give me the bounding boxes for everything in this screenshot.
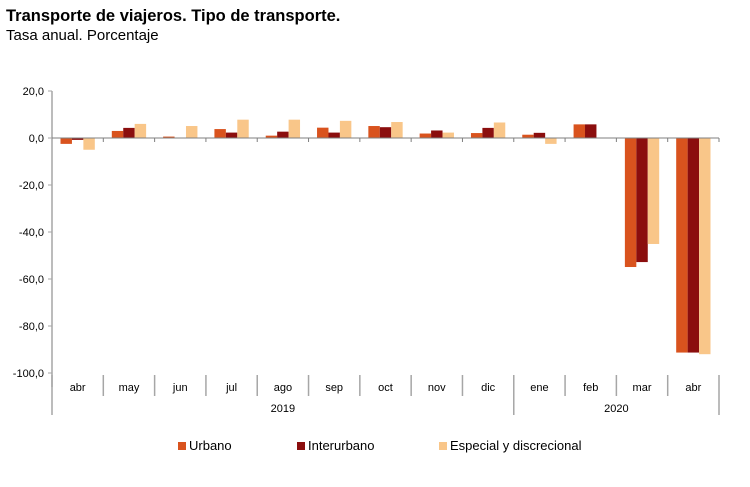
y-tick-label: -80,0: [19, 321, 44, 333]
bar-interurbano-6: [379, 127, 392, 138]
x-axis: abr may jun jul ago sep oct nov dic ene feb mar abr 2…: [51, 137, 720, 415]
bar-interurbano-11: [636, 138, 648, 263]
bar-urbano-11: [624, 138, 637, 268]
legend-item-interurbano: Interurbano: [297, 438, 375, 453]
bar-urbano-3: [214, 129, 226, 138]
group-label: 2020: [604, 403, 628, 415]
x-tick-label: jul: [225, 382, 237, 394]
bar-interurbano-8: [482, 127, 494, 138]
x-tick-label: may: [119, 382, 140, 394]
legend-item-urbano: Urbano: [178, 438, 232, 453]
bar-especial-y-discrecional-2: [185, 126, 198, 138]
bar-interurbano-7: [431, 130, 443, 138]
bar-especial-y-discrecional-6: [391, 122, 403, 138]
legend: Urbano Interurbano Especial y discrecion…: [0, 438, 750, 458]
bars-layer: [60, 119, 711, 355]
chart-subtitle: Tasa anual. Porcentaje: [6, 27, 159, 44]
bar-especial-y-discrecional-4: [288, 119, 301, 138]
bar-urbano-5: [317, 127, 329, 138]
x-tick-label: dic: [481, 382, 496, 394]
legend-item-especial: Especial y discrecional: [439, 438, 582, 453]
bar-urbano-12: [676, 138, 688, 353]
bar-especial-y-discrecional-8: [493, 122, 506, 138]
y-tick-label: 20,0: [23, 86, 44, 98]
x-tick-label: mar: [633, 382, 652, 394]
bar-urbano-7: [419, 133, 432, 138]
x-tick-label: abr: [685, 382, 701, 394]
bar-especial-y-discrecional-0: [83, 138, 95, 150]
y-tick-label: -40,0: [19, 227, 44, 239]
legend-label-interurbano: Interurbano: [308, 438, 375, 453]
x-tick-label: nov: [428, 382, 446, 394]
bar-interurbano-3: [225, 132, 238, 138]
bar-interurbano-1: [123, 127, 135, 138]
bar-urbano-10: [573, 124, 586, 138]
legend-swatch-urbano: [178, 441, 186, 450]
x-tick-label: ene: [530, 382, 548, 394]
bar-especial-y-discrecional-7: [442, 132, 454, 138]
y-tick-label: -60,0: [19, 274, 44, 286]
y-tick-label: -100,0: [13, 368, 44, 380]
chart-title: Transporte de viajeros. Tipo de transpor…: [6, 7, 341, 25]
bar-especial-y-discrecional-5: [339, 120, 352, 138]
bar-interurbano-10: [585, 124, 597, 138]
x-tick-label: ago: [274, 382, 292, 394]
bar-interurbano-5: [328, 132, 340, 138]
bar-interurbano-9: [533, 132, 546, 138]
group-label: 2019: [271, 403, 295, 415]
legend-label-urbano: Urbano: [189, 438, 232, 453]
y-tick-label: -20,0: [19, 180, 44, 192]
bar-especial-y-discrecional-1: [134, 123, 147, 138]
bar-urbano-2: [163, 136, 175, 138]
legend-swatch-interurbano: [297, 441, 305, 450]
bar-urbano-8: [470, 133, 483, 138]
y-tick-label: 0,0: [29, 133, 44, 145]
x-tick-label: oct: [378, 382, 393, 394]
x-tick-label: feb: [583, 382, 598, 394]
x-tick-label: sep: [325, 382, 343, 394]
bar-especial-y-discrecional-3: [237, 119, 249, 138]
legend-swatch-especial: [439, 441, 447, 450]
legend-label-especial: Especial y discrecional: [450, 438, 582, 453]
bar-urbano-1: [111, 130, 124, 138]
bar-interurbano-0: [71, 138, 84, 140]
bar-interurbano-12: [687, 138, 700, 353]
bar-especial-y-discrecional-9: [545, 138, 557, 144]
x-tick-label: jun: [172, 382, 188, 394]
bar-urbano-6: [368, 126, 380, 138]
bar-interurbano-4: [277, 131, 289, 138]
bar-especial-y-discrecional-11: [647, 138, 660, 244]
y-axis: 20,0 0,0 -20,0 -40,0 -60,0 -80,0 -100,0: [13, 86, 53, 387]
bar-urbano-9: [522, 134, 534, 138]
bar-urbano-4: [265, 135, 278, 138]
bar-especial-y-discrecional-12: [699, 138, 711, 355]
bar-urbano-0: [60, 138, 72, 144]
x-tick-label: abr: [70, 382, 86, 394]
